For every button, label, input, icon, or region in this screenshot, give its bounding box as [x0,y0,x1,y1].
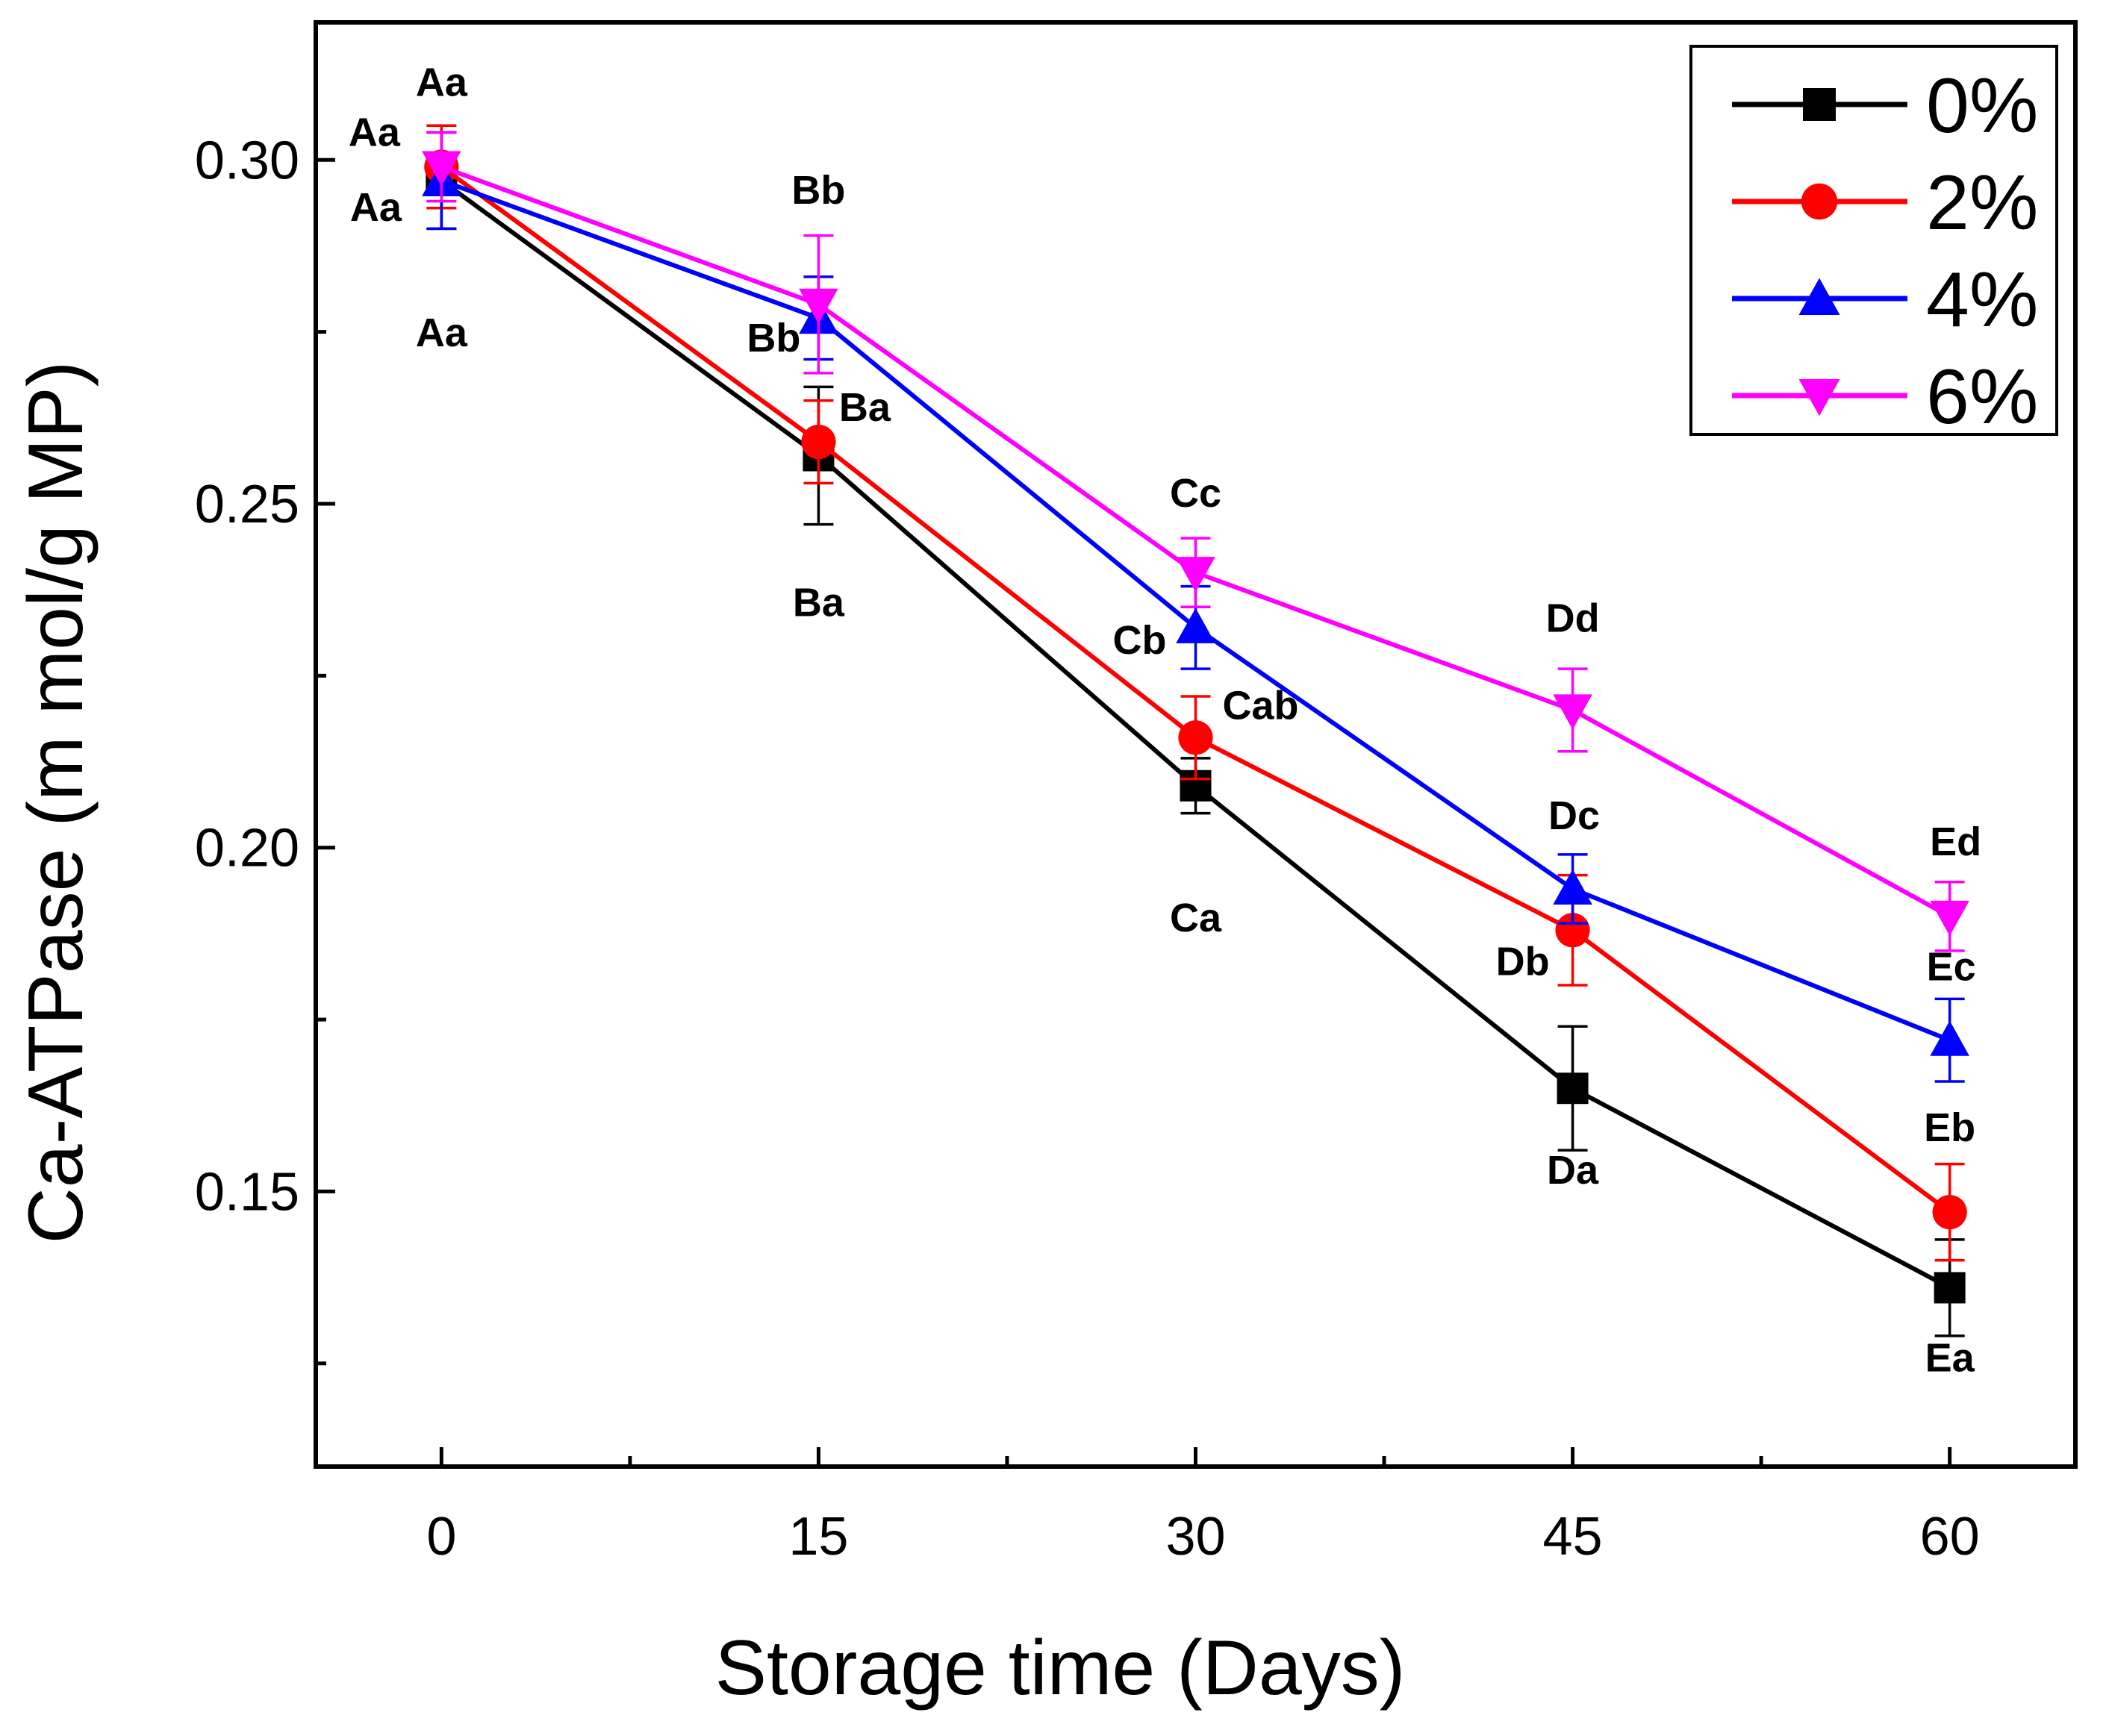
significance-letter: Bb [747,316,800,360]
significance-letter: Eb [1924,1105,1975,1150]
significance-letter: Ed [1930,819,1981,864]
data-point [1930,900,1969,937]
y-tick-label: 0.15 [195,1162,299,1222]
data-point [801,424,836,460]
series-1 [424,124,1967,1262]
data-point [1930,1020,1969,1056]
x-tick-label: 15 [788,1507,848,1567]
legend-label: 6% [1926,354,2038,440]
significance-letter: Aa [349,110,401,155]
significance-letter: Aa [350,185,402,230]
significance-letter: Aa [416,310,468,355]
y-tick-label: 0.30 [195,131,299,190]
legend-marker [1801,183,1838,220]
legend: 0% 2% 4% 6% [1689,45,2058,440]
data-point [1553,869,1592,905]
annotation-layer: Aa Ba Ca Da Ea Aa Ba Cab Db Eb Aa Bb Cb Dc Ec Aa Bb Cc Dd E… [349,60,1981,1381]
significance-letter: Ba [793,581,845,625]
data-point [1932,1194,1967,1230]
legend-label: 0% [1926,63,2038,149]
significance-letter: Ba [839,385,891,430]
x-tick-label: 45 [1543,1507,1603,1567]
legend-box [1689,45,2058,436]
y-tick-label: 0.25 [195,475,299,534]
significance-letter: Dc [1548,793,1600,838]
x-axis: 0 15 30 45 60 [426,1447,1980,1567]
x-tick-label: 30 [1165,1507,1225,1567]
series-layer [422,124,1969,1337]
data-point [1553,694,1592,730]
x-tick-label: 0 [426,1507,456,1567]
data-point [1555,913,1590,948]
significance-letter: Da [1547,1148,1599,1193]
series-3 [422,131,1969,952]
significance-letter: Db [1496,939,1550,984]
legend-marker [1798,379,1840,416]
significance-letter: Ec [1927,945,1976,990]
data-point [1557,1072,1589,1105]
significance-letter: Bb [791,168,845,213]
legend-label: 2% [1926,160,2038,246]
significance-letter: Ea [1925,1335,1975,1380]
data-point [799,288,838,325]
y-axis: 0.15 0.20 0.25 0.30 [195,131,335,1366]
significance-letter: Dd [1546,596,1600,640]
data-point [1934,1272,1966,1304]
significance-letter: Cc [1170,471,1221,516]
data-point [1176,608,1215,643]
legend-label: 4% [1926,257,2038,343]
significance-letter: Aa [416,60,468,105]
data-point [1178,720,1213,755]
legend-marker [1798,278,1840,315]
data-point [1176,557,1215,593]
x-axis-title: Storage time (Days) [715,1625,1406,1711]
data-point [422,151,461,187]
y-tick-label: 0.20 [195,819,299,878]
x-tick-label: 60 [1920,1507,1980,1567]
significance-letter: Cb [1113,618,1167,663]
significance-letter: Cab [1222,683,1298,728]
significance-letter: Ca [1170,896,1222,940]
y-axis-title: Ca-ATPase (m mol/g MP) [13,361,99,1244]
legend-marker [1803,88,1836,121]
